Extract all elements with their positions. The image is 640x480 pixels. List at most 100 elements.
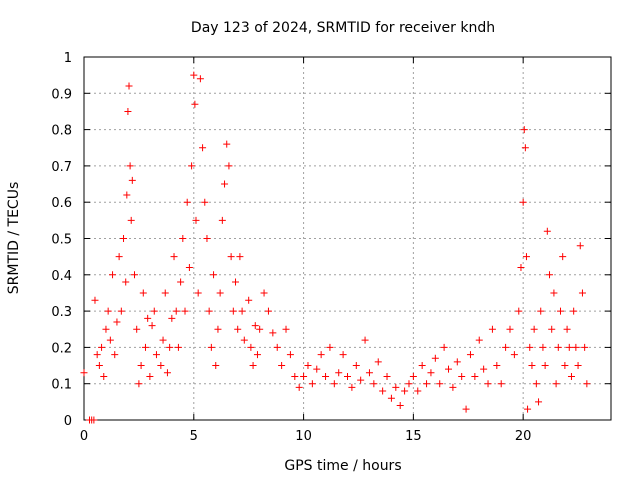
data-point-marker: [409, 372, 417, 380]
data-point-marker: [91, 296, 99, 304]
data-point-marker: [106, 336, 114, 344]
data-point-marker: [515, 307, 523, 315]
data-point-marker: [326, 343, 334, 351]
data-point-marker: [480, 365, 488, 373]
data-point-marker: [150, 307, 158, 315]
data-point-marker: [253, 351, 261, 359]
data-point-marker: [190, 71, 198, 79]
data-point-marker: [330, 380, 338, 388]
data-point-marker: [522, 253, 530, 261]
data-point-marker: [546, 271, 554, 279]
data-point-marker: [95, 362, 103, 370]
y-tick-label: 0.7: [51, 160, 72, 175]
data-point-marker: [370, 380, 378, 388]
data-point-marker: [581, 343, 589, 351]
data-point-marker: [218, 216, 226, 224]
data-point-marker: [475, 336, 483, 344]
data-point-marker: [168, 314, 176, 322]
data-point-marker: [80, 369, 88, 377]
data-point-marker: [466, 351, 474, 359]
data-point-marker: [583, 380, 591, 388]
data-point-marker: [286, 351, 294, 359]
data-point-marker: [445, 365, 453, 373]
data-point-marker: [126, 162, 134, 170]
data-point-marker: [524, 405, 532, 413]
data-point-marker: [207, 343, 215, 351]
data-point-marker: [502, 343, 510, 351]
data-point-marker: [405, 380, 413, 388]
data-point-marker: [174, 343, 182, 351]
data-point-marker: [273, 343, 281, 351]
data-point-marker: [548, 325, 556, 333]
data-point-marker: [278, 362, 286, 370]
x-tick-label: 20: [515, 429, 532, 444]
data-point-marker: [191, 100, 199, 108]
data-point-marker: [216, 289, 224, 297]
data-point-marker: [161, 289, 169, 297]
data-point-marker: [414, 387, 422, 395]
data-point-marker: [172, 307, 180, 315]
data-point-marker: [308, 380, 316, 388]
data-point-marker: [418, 362, 426, 370]
data-point-marker: [269, 329, 277, 337]
data-point-marker: [379, 387, 387, 395]
data-point-marker: [352, 362, 360, 370]
data-point-marker: [117, 307, 125, 315]
data-point-marker: [282, 325, 290, 333]
data-point-marker: [528, 362, 536, 370]
data-point-marker: [177, 278, 185, 286]
data-point-marker: [181, 307, 189, 315]
data-point-marker: [348, 383, 356, 391]
data-point-marker: [561, 362, 569, 370]
data-point-marker: [137, 362, 145, 370]
data-point-marker: [576, 242, 584, 250]
data-point-marker: [148, 322, 156, 330]
data-point-marker: [541, 362, 549, 370]
data-point-marker: [212, 362, 220, 370]
data-point-marker: [256, 325, 264, 333]
y-tick-label: 0.1: [51, 378, 72, 393]
data-point-marker: [109, 271, 117, 279]
data-point-marker: [100, 372, 108, 380]
data-point-marker: [223, 140, 231, 148]
data-point-marker: [157, 362, 165, 370]
x-tick-label: 0: [80, 429, 88, 444]
data-point-marker: [227, 253, 235, 261]
chart-title: Day 123 of 2024, SRMTID for receiver knd…: [191, 20, 495, 36]
data-point-marker: [493, 362, 501, 370]
data-point-marker: [245, 296, 253, 304]
data-point-marker: [179, 235, 187, 242]
data-point-marker: [111, 351, 119, 359]
x-axis-title: GPS time / hours: [284, 458, 401, 474]
data-point-marker: [510, 351, 518, 359]
data-point-marker: [313, 365, 321, 373]
data-point-marker: [559, 253, 567, 261]
data-point-marker: [567, 372, 575, 380]
data-point-marker: [543, 227, 551, 235]
data-point-marker: [488, 325, 496, 333]
data-point-marker: [427, 369, 435, 377]
data-point-marker: [497, 380, 505, 388]
data-point-marker: [532, 380, 540, 388]
data-point-marker: [365, 369, 373, 377]
data-point-marker: [431, 354, 439, 362]
data-point-marker: [185, 264, 193, 272]
data-point-marker: [90, 416, 98, 424]
data-point-marker: [120, 235, 128, 242]
data-point-marker: [383, 372, 391, 380]
data-point-marker: [166, 343, 174, 351]
data-point-marker: [295, 383, 303, 391]
data-point-marker: [232, 278, 240, 286]
data-point-marker: [131, 271, 139, 279]
data-point-marker: [98, 343, 106, 351]
data-point-marker: [249, 362, 257, 370]
data-point-marker: [238, 307, 246, 315]
data-point-marker: [361, 336, 369, 344]
data-point-marker: [471, 372, 479, 380]
data-point-marker: [517, 264, 525, 272]
data-point-marker: [563, 325, 571, 333]
data-point-marker: [210, 271, 218, 279]
data-point-marker: [194, 289, 202, 297]
data-point-marker: [102, 325, 110, 333]
data-point-marker: [251, 322, 259, 330]
